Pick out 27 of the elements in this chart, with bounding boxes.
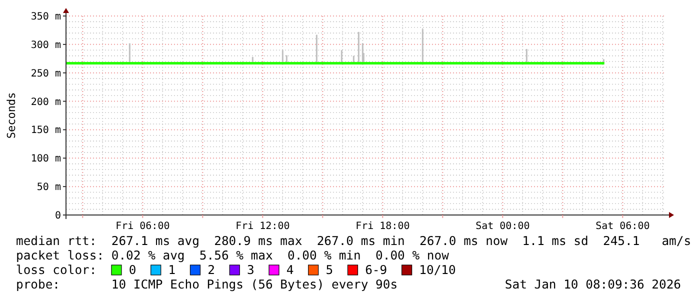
legend-label: 6-9 bbox=[365, 263, 388, 277]
legend-title: loss color: bbox=[16, 263, 97, 277]
x-tick-label: Fri 06:00 bbox=[116, 221, 170, 232]
y-tick-label: 0 bbox=[54, 210, 61, 222]
y-tick-label: 250 m bbox=[30, 68, 61, 80]
x-tick-label: Sat 06:00 bbox=[596, 221, 650, 232]
legend-label: 3 bbox=[246, 263, 254, 277]
legend-label: 0 bbox=[128, 263, 136, 277]
legend-label: 5 bbox=[326, 263, 334, 277]
y-tick-label: 300 m bbox=[30, 40, 61, 51]
x-tick-label: Sat 00:00 bbox=[476, 221, 530, 232]
y-tick-label: 150 m bbox=[30, 125, 61, 136]
legend-label: 2 bbox=[208, 263, 215, 277]
text: Sat Jan 10 08:09:36 2026 bbox=[504, 278, 681, 292]
y-axis-title: Seconds bbox=[5, 92, 18, 139]
x-tick-label: Fri 18:00 bbox=[356, 221, 410, 232]
legend-label: 4 bbox=[286, 263, 294, 277]
text: median rtt: 267.1 ms avg 280.9 ms max 267.0 ms min 267.0 ms now 1.1 ms sd 245.1 am/s bbox=[16, 234, 692, 248]
y-tick-label: 50 m bbox=[36, 182, 61, 194]
legend-label: 10/10 bbox=[419, 263, 456, 277]
y-tick-label: 100 m bbox=[30, 154, 61, 165]
legend-label: 1 bbox=[168, 263, 176, 277]
text: probe: 10 ICMP Echo Pings (56 Bytes) every 90s bbox=[16, 278, 398, 292]
y-tick-label: 350 m bbox=[30, 12, 61, 22]
y-tick-label: 200 m bbox=[30, 96, 61, 108]
x-tick-label: Fri 12:00 bbox=[236, 221, 290, 232]
text: packet loss: 0.02 % avg 5.56 % max 0.00 % min 0.00 % now bbox=[16, 248, 450, 262]
